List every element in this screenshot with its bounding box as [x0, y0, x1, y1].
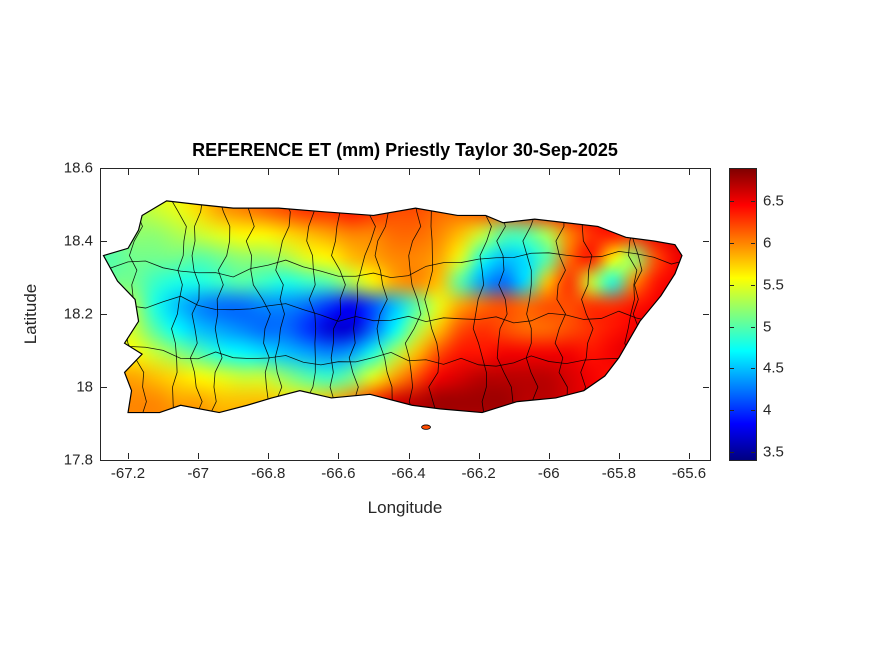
y-tick-label-3: 18.4 [63, 232, 93, 250]
y-tick-label-2: 18.2 [63, 305, 93, 323]
x-axis-label: Longitude [367, 498, 443, 517]
y-tick-label-0: 17.8 [63, 451, 93, 469]
colorbar-tick-label-1: 4 [763, 401, 772, 419]
colorbar-tick-label-6: 6.5 [763, 192, 784, 210]
x-tick-label-7: -65.8 [601, 465, 636, 482]
x-tick-label-0: -67.2 [110, 465, 146, 482]
x-tick-label-3: -66.6 [321, 465, 356, 482]
y-tick-label-1: 18 [76, 378, 93, 396]
y-axis-label: Latitude [21, 283, 40, 345]
chart-title: REFERENCE ET (mm) Priestly Taylor 30-Sep… [192, 140, 618, 160]
x-tick-label-2: -66.8 [251, 465, 286, 482]
colorbar-tick-label-4: 5.5 [763, 276, 784, 294]
y-tick-label-4: 18.6 [63, 159, 93, 177]
colorbar-tick-label-3: 5 [763, 318, 772, 335]
colorbar-tick-label-0: 3.5 [763, 443, 784, 461]
x-tick-label-8: -65.6 [671, 465, 707, 482]
colorbar-tick-label-5: 6 [763, 234, 772, 252]
x-tick-label-4: -66.4 [391, 465, 426, 482]
x-tick-label-5: -66.2 [461, 465, 496, 482]
x-tick-label-6: -66 [537, 465, 560, 482]
colorbar-tick-label-2: 4.5 [763, 359, 784, 377]
x-tick-label-1: -67 [187, 465, 209, 482]
